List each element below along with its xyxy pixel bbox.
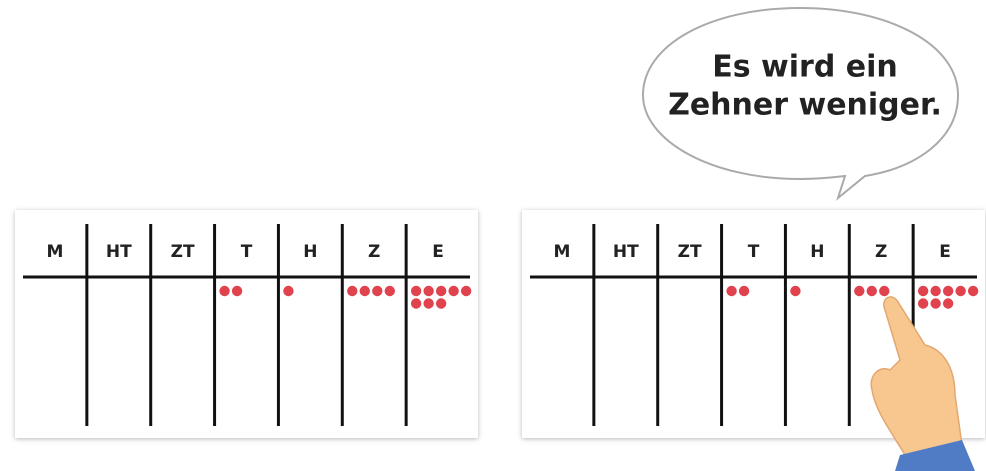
counter-dot [917,298,929,309]
counter-dot [384,285,395,297]
column-header: HT [106,242,132,262]
counter-dot [347,285,358,297]
column-header: Z [875,242,887,262]
counter-dot [231,285,243,297]
column-header: HT [613,242,639,262]
column-header: M [553,242,570,262]
counter-dot [423,298,434,309]
column-header: ZT [171,242,195,262]
counter-dot [738,285,750,297]
speech-line: Es wird ein [712,50,898,85]
counter-dot [942,285,954,297]
counter-dot [410,285,422,297]
counter-dot [930,298,941,309]
speech-line: Zehner weniger. [668,88,942,123]
counter-dot [219,285,230,297]
column-header: M [46,242,63,262]
tables: M HT ZT T H Z E M HT ZT T H Z E [15,210,985,438]
counter-dot [359,285,370,297]
column-header: T [748,242,760,262]
counter-dot [955,285,966,297]
speech-bubble [641,6,960,201]
counter-dot [879,285,890,297]
column-header: H [303,242,317,262]
column-header: T [241,242,253,262]
counter-dot [917,285,929,297]
counter-dot [942,298,954,309]
column-header: E [432,242,444,262]
counter-dot [435,285,447,297]
counter-dot [283,285,294,297]
column-header: E [939,242,951,262]
counter-dot [854,285,865,297]
counter-dot [866,285,877,297]
column-header: Z [368,242,380,262]
counter-dot [726,285,737,297]
counter-dot [460,285,472,297]
counter-dot [410,298,422,309]
counter-dot [930,285,941,297]
place-value-table: M HT ZT T H Z E [15,210,478,438]
counter-dot [967,285,979,297]
counter-dot [448,285,459,297]
counter-dot [435,298,447,309]
pointing-hand [870,296,975,471]
column-header: H [810,242,824,262]
paper [15,210,478,438]
counter-dot [372,285,383,297]
counter-dot [423,285,434,297]
counter-dot [790,285,801,297]
column-header: ZT [678,242,702,262]
